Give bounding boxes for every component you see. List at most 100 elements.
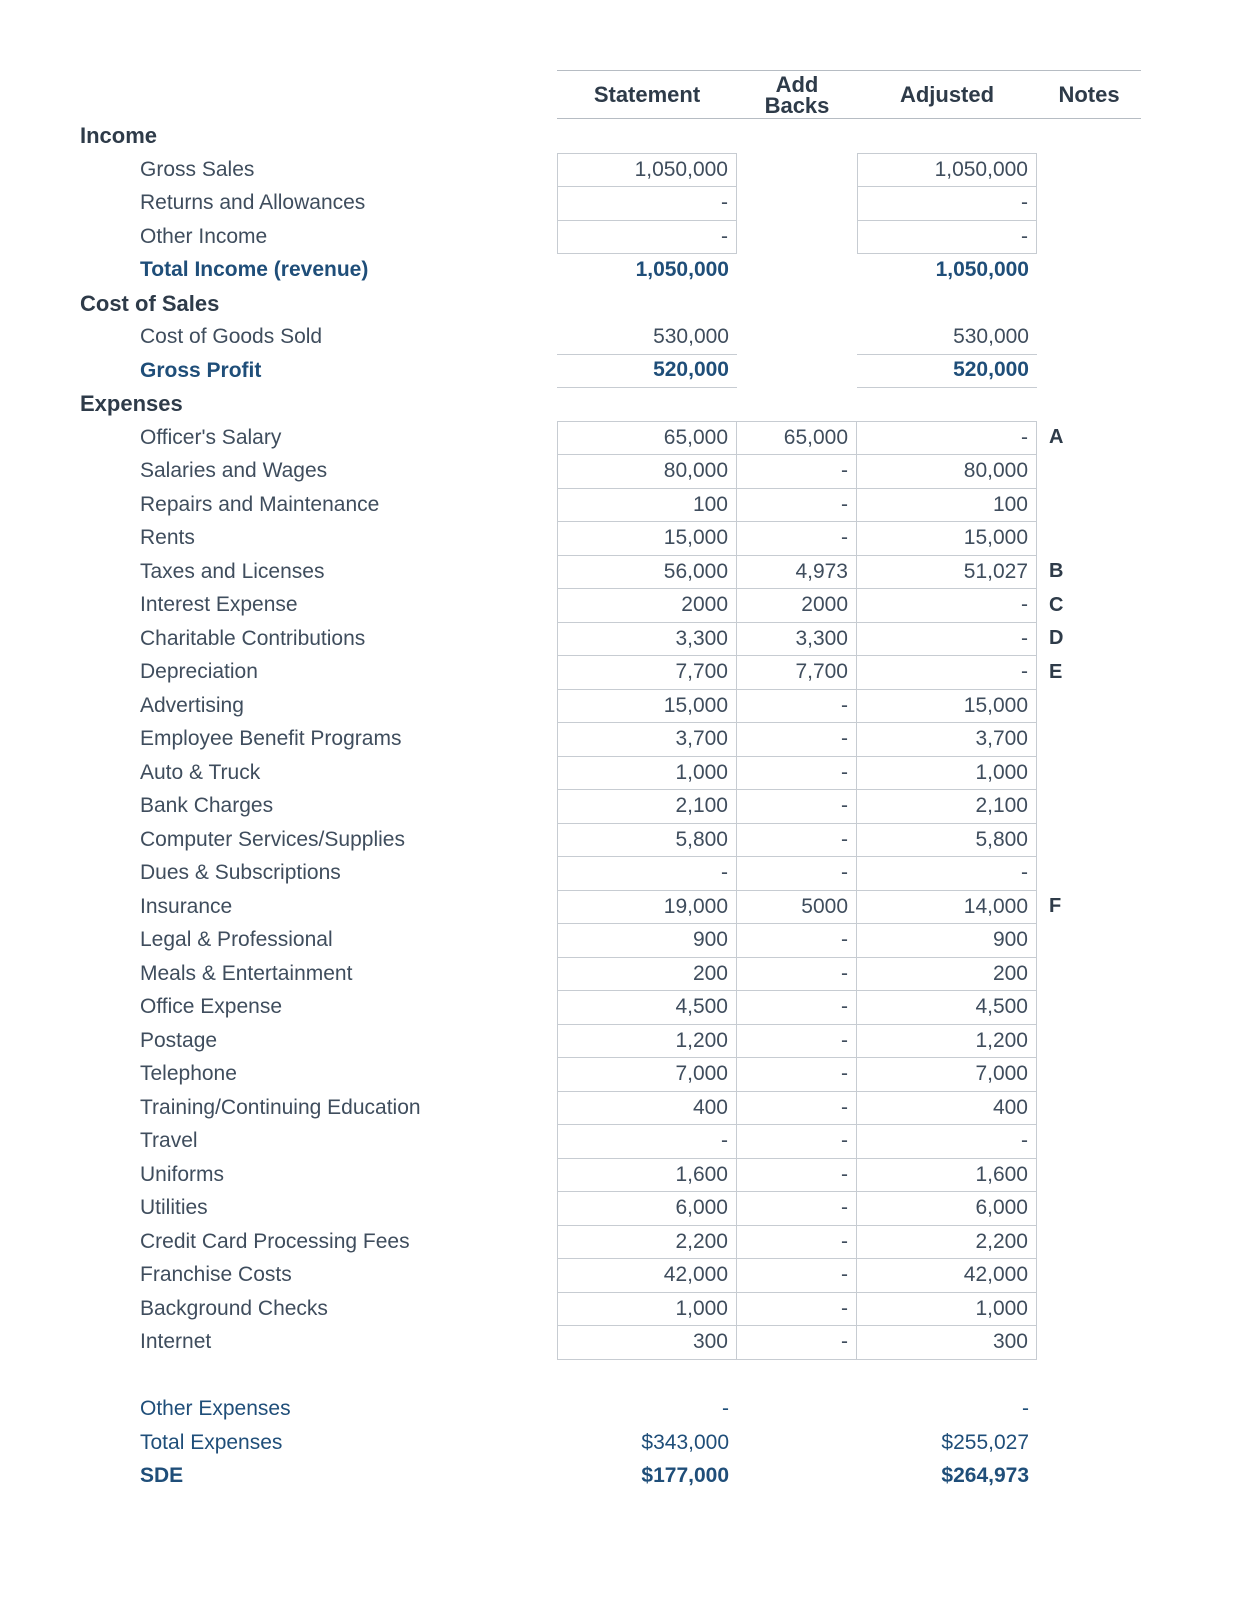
row-label: Travel [140,1129,198,1153]
statement-value: - [557,1124,737,1159]
row-label: Computer Services/Supplies [140,827,405,851]
statement-value: - [722,1397,729,1421]
note-letter [1037,1158,1147,1193]
note-letter: F [1049,895,1062,918]
line-item-row: Salaries and Wages 80,000-80,000 [0,454,1236,489]
statement-value: 2,200 [557,1224,737,1259]
note-letter [1037,287,1147,322]
addbacks-value: - [737,1157,857,1192]
adjusted-value: 80,000 [857,454,1037,489]
row-label: Insurance [140,894,233,918]
addbacks-value: - [737,923,857,958]
spacer-row [0,1359,1236,1394]
statement-value: 5,800 [557,822,737,857]
adjusted-value: - [857,856,1037,891]
row-label: Returns and Allowances [140,191,366,215]
note-letter [1037,1459,1147,1494]
line-item-row: Internet 300-300 [0,1325,1236,1360]
line-item-row: Auto & Truck 1,000-1,000 [0,755,1236,791]
row-label: SDE [140,1464,184,1488]
adjusted-value: 4,500 [857,990,1037,1025]
row-label: Repairs and Maintenance [140,492,380,516]
statement-value: 7,000 [557,1057,737,1092]
note-letter [1037,756,1147,791]
line-item-row: Legal & Professional 900-900 [0,923,1236,958]
addbacks-value: 7,700 [737,655,857,690]
adjusted-value: 400 [857,1090,1037,1125]
addbacks-value: - [737,1291,857,1326]
statement-value: 4,500 [557,990,737,1025]
note-letter: D [1049,627,1064,650]
line-item-row: Total Expenses $343,000 $255,027 [0,1426,1236,1461]
addbacks-value: 5000 [737,889,857,924]
note-letter [1037,689,1147,724]
line-item-row: Computer Services/Supplies 5,800-5,800 [0,822,1236,857]
section-header-row: Cost of Sales [0,287,1236,322]
addbacks-value [737,153,857,188]
addbacks-value: - [737,454,857,489]
statement-rows: Income Gross Sales 1,050,000 1,050,000 Retur… [0,120,1236,1494]
addbacks-value: - [737,1124,857,1159]
statement-value: 6,000 [557,1191,737,1226]
row-label: Other Expenses [140,1397,291,1421]
row-label: Auto & Truck [140,760,261,784]
note-letter [1037,253,1147,288]
note-letter [1037,856,1147,891]
adjusted-value: 1,000 [857,755,1037,790]
column-header-add-backs-line1: Add [775,71,819,97]
line-item-row: Travel - - - [0,1124,1236,1159]
line-item-row: Bank Charges 2,100-2,100 [0,789,1236,824]
note-letter [1037,1057,1147,1092]
statement-value: $177,000 [641,1464,729,1488]
row-label: Rents [140,526,195,550]
line-item-row: Training/Continuing Education 400-400 [0,1090,1236,1125]
line-item-row: Postage 1,200-1,200 [0,1023,1236,1058]
row-label: Uniforms [140,1162,225,1186]
statement-value: 200 [557,956,737,991]
line-item-row: Gross Profit 520,000 520,000 [0,354,1236,388]
row-label: Gross Sales [140,157,255,181]
row-label: Expenses [80,391,183,417]
line-item-row: Background Checks 1,000-1,000 [0,1291,1236,1326]
row-label: Meals & Entertainment [140,961,353,985]
line-item-row: Depreciation 7,700 7,700- E [0,655,1236,690]
statement-value: 7,700 [557,655,737,690]
statement-value: 1,050,000 [557,152,737,187]
row-label: Bank Charges [140,794,274,818]
note-letter [1037,1325,1147,1360]
row-label: Interest Expense [140,593,298,617]
line-item-row: Other Expenses - - [0,1392,1236,1427]
addbacks-value [737,287,857,322]
addbacks-value: - [737,822,857,857]
row-label: Utilities [140,1196,208,1220]
section-header-row: Income [0,119,1236,154]
adjusted-value: 51,027 [857,554,1037,589]
adjusted-value: 1,050,000 [935,258,1029,282]
adjusted-value: 300 [857,1325,1037,1360]
line-item-row: Repairs and Maintenance 100-100 [0,487,1236,522]
statement-value: 1,000 [557,755,737,790]
note-letter: B [1049,560,1064,583]
addbacks-value: 2000 [737,588,857,623]
addbacks-value: - [737,521,857,556]
column-header-statement: Statement [593,81,701,107]
addbacks-value [737,1426,857,1461]
statement-value: 19,000 [557,889,737,924]
note-letter: C [1049,593,1064,616]
row-label: Total Income (revenue) [140,258,369,282]
row-label: Cost of Sales [80,290,220,316]
adjusted-value: 42,000 [857,1258,1037,1293]
addbacks-value: - [737,755,857,790]
adjusted-value: 6,000 [857,1191,1037,1226]
adjusted-value: 1,600 [857,1157,1037,1192]
row-label: Depreciation [140,660,258,684]
line-item-row: Utilities 6,000-6,000 [0,1191,1236,1226]
statement-value: 3,700 [557,722,737,757]
line-item-row: Office Expense 4,500-4,500 [0,990,1236,1025]
line-item-row: SDE $177,000 $264,973 [0,1459,1236,1494]
line-item-row: Total Income (revenue) 1,050,000 1,050,000 [0,253,1236,288]
adjusted-value: 7,000 [857,1057,1037,1092]
column-header-adjusted: Adjusted [899,81,995,107]
statement-value: 900 [557,923,737,958]
